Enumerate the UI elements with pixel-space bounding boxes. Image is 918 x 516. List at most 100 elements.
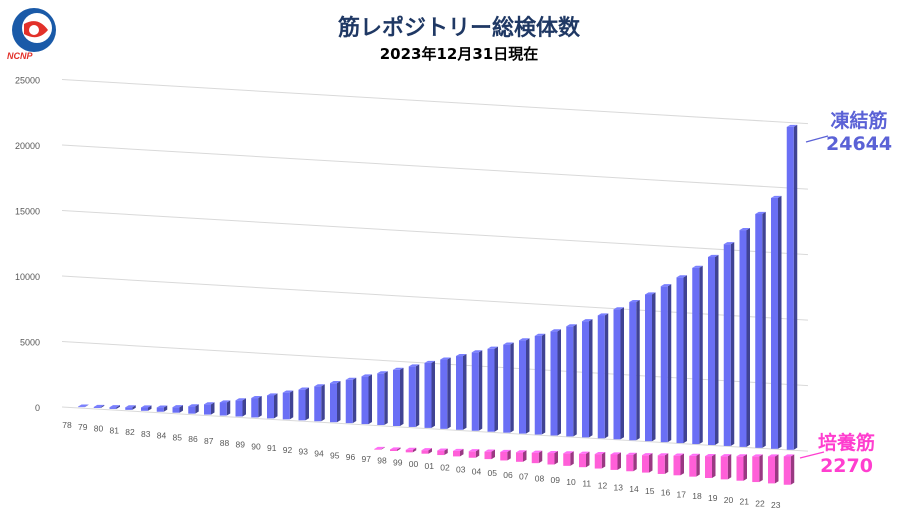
frozen-bar xyxy=(771,195,782,449)
x-tick-label: 08 xyxy=(535,473,545,483)
frozen-bar xyxy=(645,292,656,442)
x-tick-label: 07 xyxy=(519,472,529,482)
x-tick-label: 09 xyxy=(551,475,561,485)
frozen-bar xyxy=(267,393,278,419)
x-tick-label: 01 xyxy=(425,461,435,471)
frozen-bar xyxy=(692,265,703,445)
frozen-bar xyxy=(408,364,420,427)
x-tick-label: 06 xyxy=(503,470,513,480)
x-tick-label: 96 xyxy=(346,452,356,462)
frozen-bar xyxy=(660,284,672,443)
cultured-bar xyxy=(657,453,669,474)
cultured-bar xyxy=(579,451,590,468)
chart-title: 筋レポジトリー総検体数 xyxy=(337,16,580,41)
frozen-bar xyxy=(361,374,372,425)
cultured-bar xyxy=(783,454,795,485)
frozen-bar xyxy=(156,405,168,412)
cultured-bar xyxy=(705,453,716,478)
frozen-bar xyxy=(629,299,640,441)
cultured-bar xyxy=(594,452,606,469)
x-tick-label: 89 xyxy=(236,440,246,450)
frozen-bar xyxy=(739,227,750,447)
cultured-bar xyxy=(626,452,637,472)
cultured-series xyxy=(374,446,795,485)
frozen-bar xyxy=(393,367,404,426)
y-axis-ticks: 0 5000 10000 15000 20000 25000 xyxy=(15,76,40,414)
x-tick-label: 19 xyxy=(708,493,718,503)
frozen-bar xyxy=(204,402,215,415)
cultured-bar xyxy=(610,452,621,470)
cultured-bar xyxy=(673,453,684,476)
cultured-callout: 培養筋 2270 xyxy=(818,432,875,478)
cultured-bar xyxy=(768,454,779,484)
x-tick-label: 05 xyxy=(488,468,498,478)
cultured-bar xyxy=(752,454,763,483)
frozen-bar xyxy=(424,360,435,428)
frozen-bar xyxy=(456,353,467,430)
cultured-bar xyxy=(531,450,543,464)
cultured-bar xyxy=(468,449,480,458)
x-tick-label: 95 xyxy=(330,450,340,460)
x-tick-label: 14 xyxy=(629,484,639,494)
frozen-bar xyxy=(235,398,246,417)
chart-subtitle: 2023年12月31日現在 xyxy=(379,45,539,63)
frozen-callout-value: 24644 xyxy=(826,132,893,155)
cultured-bar xyxy=(453,448,464,457)
gridline xyxy=(61,210,809,256)
frozen-bar xyxy=(708,254,719,445)
x-tick-label: 16 xyxy=(661,488,671,498)
x-tick-label: 90 xyxy=(251,441,261,451)
x-tick-label: 22 xyxy=(755,498,765,508)
cultured-bar xyxy=(484,449,495,460)
frozen-bar xyxy=(125,405,136,410)
gridlines xyxy=(61,79,809,452)
frozen-callout: 凍結筋 24644 xyxy=(826,110,892,156)
y-tick-label: 25000 xyxy=(15,76,40,86)
x-tick-label: 85 xyxy=(173,432,183,442)
gridline xyxy=(61,79,809,125)
x-tick-label: 10 xyxy=(566,477,576,487)
x-tick-label: 99 xyxy=(393,457,403,467)
cultured-bar xyxy=(689,453,700,477)
x-tick-label: 81 xyxy=(110,425,120,435)
x-tick-label: 17 xyxy=(677,489,687,499)
x-tick-label: 97 xyxy=(362,454,372,464)
cultured-bar xyxy=(437,448,448,456)
cultured-bar xyxy=(390,447,401,451)
frozen-bar xyxy=(141,405,152,411)
cultured-bar xyxy=(405,447,417,453)
frozen-bar xyxy=(172,405,183,413)
cultured-bar xyxy=(516,450,527,462)
cultured-bar xyxy=(500,449,511,461)
frozen-bar xyxy=(440,357,451,429)
x-tick-label: 04 xyxy=(472,466,482,476)
frozen-bar xyxy=(330,381,341,423)
frozen-bar xyxy=(550,329,561,436)
frozen-bar xyxy=(188,404,199,414)
frozen-bar xyxy=(503,342,514,433)
x-tick-label: 13 xyxy=(614,482,624,492)
x-tick-label: 82 xyxy=(125,427,135,437)
x-tick-label: 88 xyxy=(220,438,230,448)
x-tick-label: 93 xyxy=(299,447,309,457)
x-tick-label: 84 xyxy=(157,431,167,441)
frozen-bar xyxy=(377,371,388,426)
cultured-bar xyxy=(374,446,385,450)
gridline xyxy=(61,406,809,452)
frozen-bar xyxy=(78,404,89,408)
x-tick-label: 87 xyxy=(204,436,214,446)
cultured-callout-name: 培養筋 xyxy=(818,432,876,454)
frozen-bar xyxy=(519,338,530,434)
x-tick-label: 12 xyxy=(598,481,608,491)
frozen-bar xyxy=(534,333,546,435)
y-tick-label: 0 xyxy=(35,403,40,413)
cultured-callout-line xyxy=(799,451,825,459)
frozen-series xyxy=(78,124,798,450)
frozen-bar xyxy=(345,377,357,424)
x-tick-label: 00 xyxy=(409,459,419,469)
frozen-bar xyxy=(487,346,498,432)
frozen-callout-name: 凍結筋 xyxy=(830,110,888,132)
x-tick-label: 21 xyxy=(740,497,750,507)
cultured-bar xyxy=(720,454,732,480)
